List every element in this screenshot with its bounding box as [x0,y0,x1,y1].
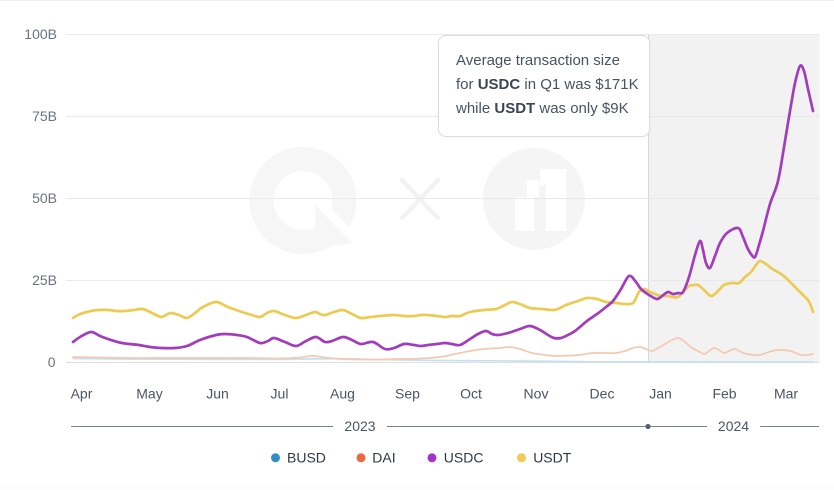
svg-text:Nov: Nov [524,386,549,402]
svg-text:Mar: Mar [774,386,798,402]
svg-text:Jun: Jun [206,386,229,402]
svg-text:75B: 75B [32,108,57,124]
svg-text:2024: 2024 [718,418,749,434]
svg-text:DAI: DAI [372,449,395,465]
svg-text:100B: 100B [24,26,57,42]
svg-text:Dec: Dec [590,386,615,402]
svg-text:USDC: USDC [444,449,484,465]
svg-text:Jan: Jan [649,386,672,402]
svg-text:2023: 2023 [344,418,375,434]
svg-text:Sep: Sep [395,386,420,402]
svg-text:Aug: Aug [330,386,355,402]
svg-text:Jul: Jul [271,386,289,402]
svg-text:May: May [136,386,162,402]
svg-text:50B: 50B [32,190,57,206]
svg-text:Oct: Oct [460,386,482,402]
svg-text:Feb: Feb [712,386,736,402]
svg-text:USDT: USDT [533,449,572,465]
svg-text:BUSD: BUSD [287,449,326,465]
svg-text:0: 0 [48,354,56,370]
svg-text:Apr: Apr [71,386,93,402]
svg-text:25B: 25B [32,272,57,288]
